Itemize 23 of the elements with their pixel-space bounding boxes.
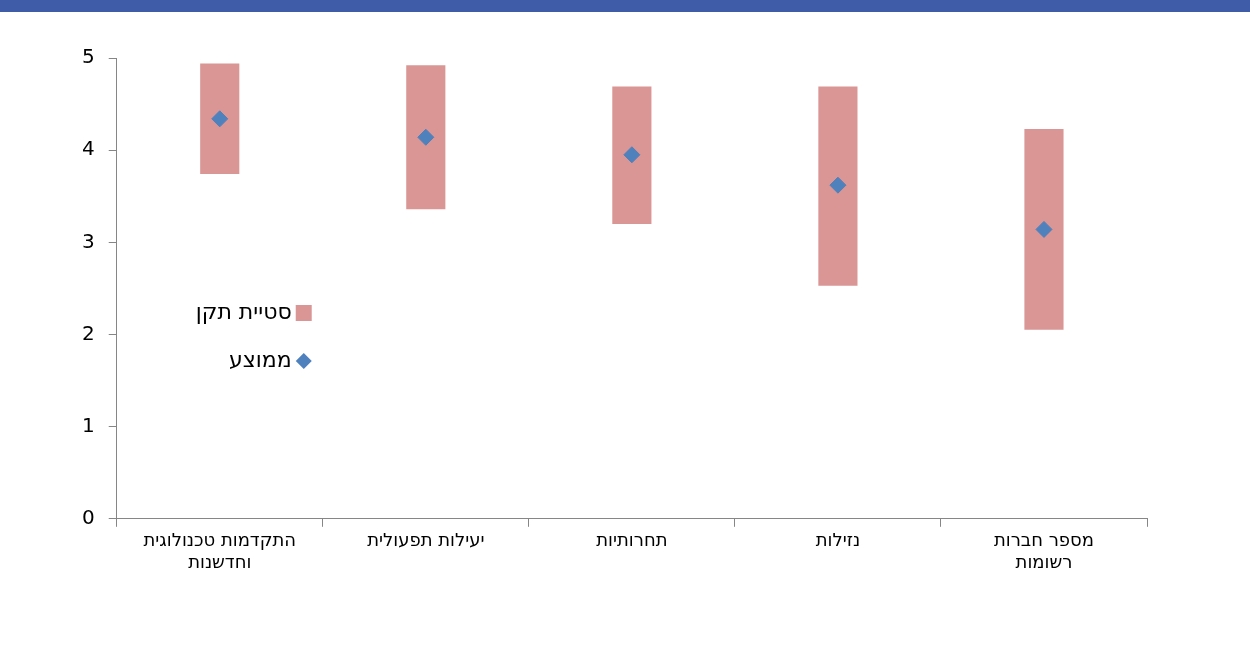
legend-label: ממוצע: [229, 346, 292, 372]
x-tick-label: נזילות: [815, 529, 861, 551]
bar: [1024, 128, 1064, 330]
point: [1035, 220, 1053, 238]
bar: [612, 86, 652, 224]
x-tick-label: התקדמות טכנולוגית וחדשנות: [143, 529, 297, 572]
y-tick-label: 5: [81, 44, 95, 69]
x-tick-label: תחרותיות: [596, 529, 668, 551]
y-tick-label: 0: [81, 505, 95, 529]
bar: [406, 65, 446, 210]
y-tick-label: 2: [81, 320, 95, 345]
y-tick-label: 4: [81, 136, 95, 161]
y-tick-label: 3: [81, 228, 95, 253]
point: [829, 176, 847, 194]
point: [211, 110, 229, 128]
legend-label: סטיית תקן: [195, 298, 292, 324]
y-tick-label: 1: [81, 412, 95, 437]
point: [623, 146, 641, 164]
bar: [818, 86, 858, 286]
x-tick-label: מספר חברות רשומות: [993, 529, 1095, 572]
x-tick-label: יעילות תפעולית: [367, 529, 485, 551]
bar: [200, 63, 240, 175]
point: [417, 128, 435, 146]
